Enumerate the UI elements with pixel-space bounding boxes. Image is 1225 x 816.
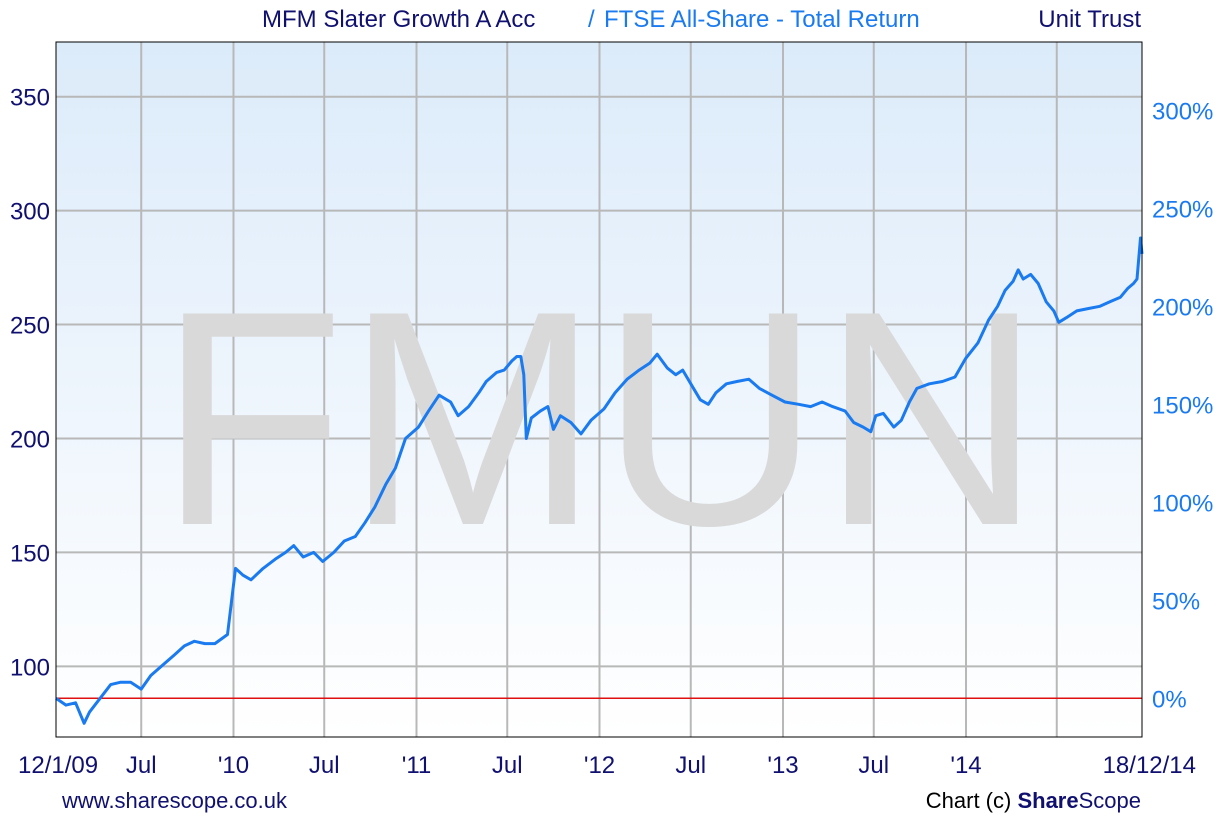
copyright-credit: Chart (c) ShareScope: [926, 788, 1141, 814]
left-axis-tick-label: 350: [10, 85, 50, 112]
brand-bold: Share: [1017, 788, 1079, 813]
title-separator: /: [588, 6, 595, 33]
x-axis-tick-label: Jul: [492, 752, 523, 779]
benchmark-title: FTSE All-Share - Total Return: [604, 6, 920, 33]
fund-price-line: [55, 236, 1144, 725]
left-axis-tick-label: 150: [10, 540, 50, 567]
left-axis: 100 150 200 250 300 350: [10, 85, 50, 682]
x-axis-tick-label: Jul: [675, 752, 706, 779]
x-axis-tick-label: '13: [767, 752, 798, 779]
x-axis-tick-label: '10: [218, 752, 249, 779]
left-axis-tick-label: 200: [10, 426, 50, 453]
x-axis-tick-label: Jul: [858, 752, 889, 779]
x-axis-tick-label: '14: [950, 752, 981, 779]
watermark: FMUN: [158, 247, 1042, 589]
right-axis-tick-label: 150%: [1152, 392, 1213, 419]
x-axis-tick-label: 18/12/14: [1103, 752, 1196, 779]
brand-rest: Scope: [1078, 788, 1141, 813]
x-axis-tick-label: Jul: [309, 752, 340, 779]
credit-prefix: Chart (c): [925, 788, 1018, 813]
right-axis-tick-label: 50%: [1152, 588, 1200, 615]
right-axis: 0% 50% 100% 150% 200% 250% 300%: [1152, 98, 1213, 713]
x-axis-tick-label: '11: [402, 752, 432, 779]
left-axis-tick-label: 250: [10, 313, 50, 340]
x-axis-tick-label: '12: [584, 752, 615, 779]
fund-title: MFM Slater Growth A Acc: [262, 6, 536, 33]
gridlines: [56, 42, 1142, 737]
plot-border: [55, 41, 1143, 738]
website-link[interactable]: www.sharescope.co.uk: [62, 788, 287, 813]
right-axis-tick-label: 200%: [1152, 294, 1213, 321]
left-axis-tick-label: 300: [10, 199, 50, 226]
right-axis-tick-label: 0%: [1152, 686, 1187, 713]
right-axis-tick-label: 250%: [1152, 196, 1213, 223]
x-axis-tick-label: 12/1/09: [18, 752, 98, 779]
x-axis: 12/1/09 Jul '10 Jul '11 Jul '12 Jul '13 Jul '14 18/…: [18, 752, 1196, 779]
right-axis-tick-label: 300%: [1152, 98, 1213, 125]
fund-type-label: Unit Trust: [1038, 6, 1141, 33]
left-axis-tick-label: 100: [10, 654, 50, 681]
x-axis-tick-label: Jul: [126, 752, 157, 779]
right-axis-tick-label: 100%: [1152, 490, 1213, 517]
